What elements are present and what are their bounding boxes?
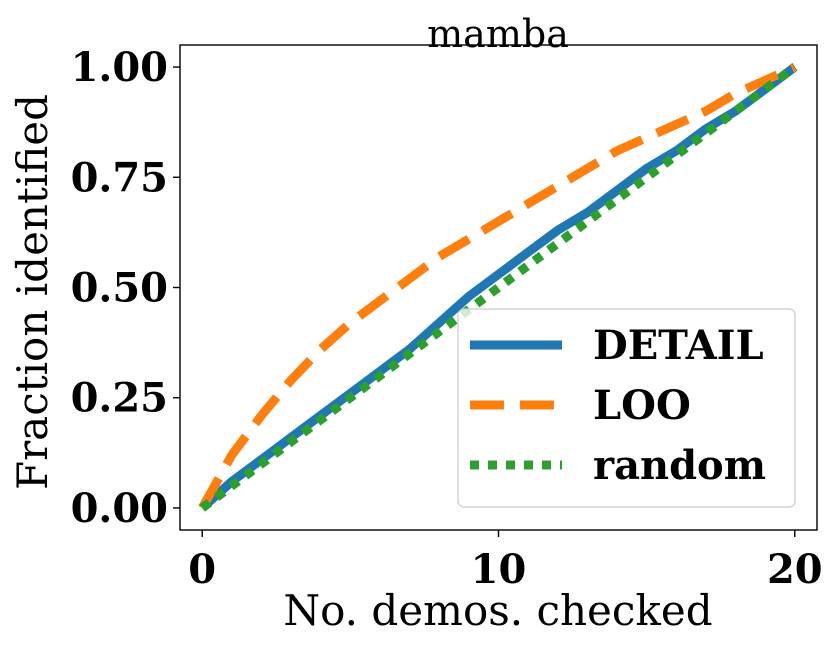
x-tick-label: 20 [767, 546, 823, 593]
legend: DETAIL LOO random [457, 308, 796, 508]
plot-area [198, 62, 798, 512]
legend-label-detail: DETAIL [593, 322, 764, 369]
legend-label-loo: LOO [593, 382, 691, 429]
y-tick-label: 0.75 [71, 154, 168, 201]
x-tick-label: 10 [471, 546, 527, 593]
y-tick-label: 0.50 [71, 265, 168, 312]
legend-label-random: random [593, 442, 766, 489]
series-line-random [199, 63, 798, 512]
x-axis-label: No. demos. checked [283, 586, 712, 635]
x-tick-label: 0 [188, 546, 216, 593]
y-tick-label: 1.00 [71, 44, 168, 91]
y-tick-label: 0.00 [71, 485, 168, 532]
x-axis: 0 10 20 [188, 530, 823, 593]
series-line-loo [198, 62, 797, 511]
legend-box [457, 308, 796, 508]
chart-title: mamba [427, 12, 569, 56]
y-tick-label: 0.25 [71, 375, 168, 422]
y-axis: 0.00 0.25 0.50 0.75 1.00 [71, 44, 180, 532]
y-axis-label: Fraction identified [8, 94, 57, 490]
